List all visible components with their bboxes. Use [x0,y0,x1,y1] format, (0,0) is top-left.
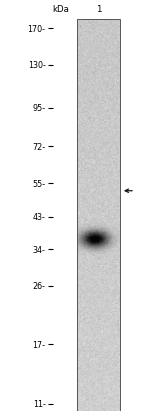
Text: 1: 1 [96,5,101,14]
Text: kDa: kDa [52,5,69,14]
Bar [77,19,120,411]
